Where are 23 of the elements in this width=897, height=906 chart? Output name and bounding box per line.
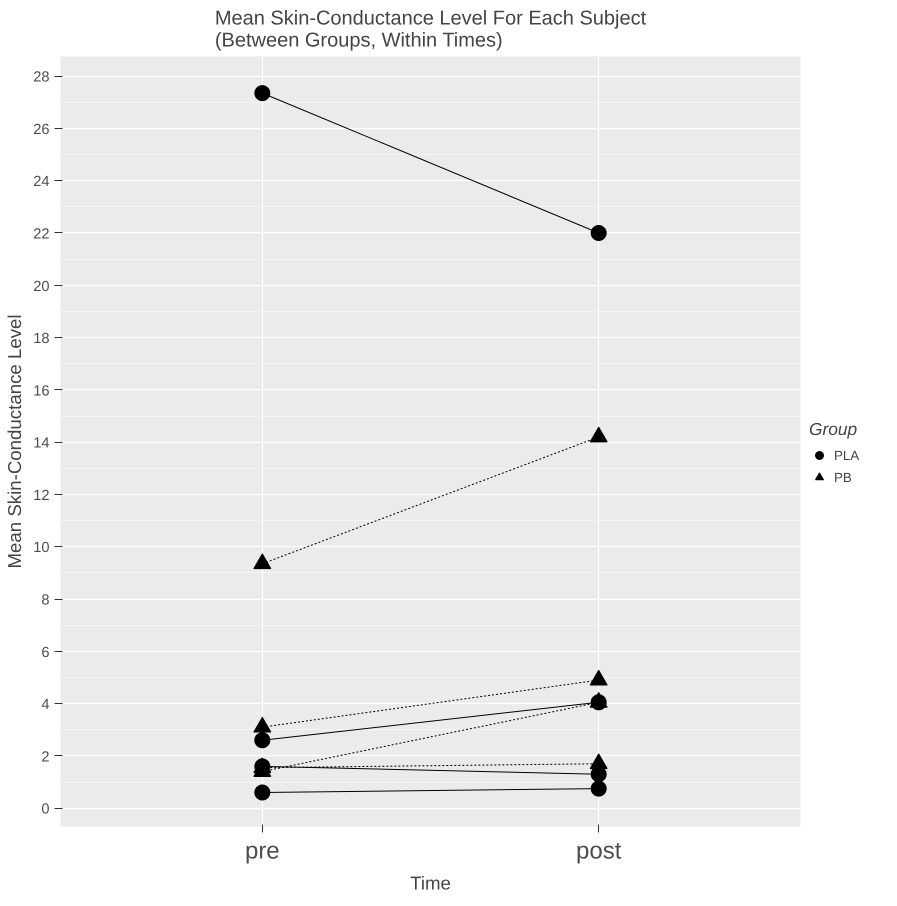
y-tick-label: 12	[33, 488, 50, 504]
y-tick-label: 10	[33, 540, 50, 556]
legend-title: Group	[809, 419, 858, 440]
y-tick-label: 6	[41, 644, 50, 661]
y-tick-label: 14	[33, 436, 50, 452]
y-tick-label: 16	[33, 383, 50, 400]
legend-label: PLA	[834, 448, 860, 462]
y-tick-label: 0	[41, 802, 50, 818]
x-tick-label: pre	[244, 838, 280, 864]
y-axis-title: Mean Skin-Conductance Level	[4, 314, 26, 569]
x-axis-title: Time	[410, 872, 451, 894]
y-tick-label: 22	[33, 226, 50, 242]
y-tick-label: 20	[33, 278, 50, 295]
legend-label: PB	[834, 470, 853, 484]
y-tick-label: 26	[33, 122, 50, 138]
y-tick-label: 24	[33, 174, 50, 190]
chart-title: Mean Skin-Conductance Level For Each Subject (Between Groups, Within Times)	[214, 8, 647, 52]
x-tick-label: post	[576, 838, 622, 864]
y-tick-label: 8	[41, 592, 50, 609]
y-tick-label: 28	[33, 70, 50, 86]
y-tick-label: 4	[41, 697, 50, 714]
y-tick-label: 2	[41, 749, 50, 766]
y-tick-label: 18	[33, 331, 50, 348]
